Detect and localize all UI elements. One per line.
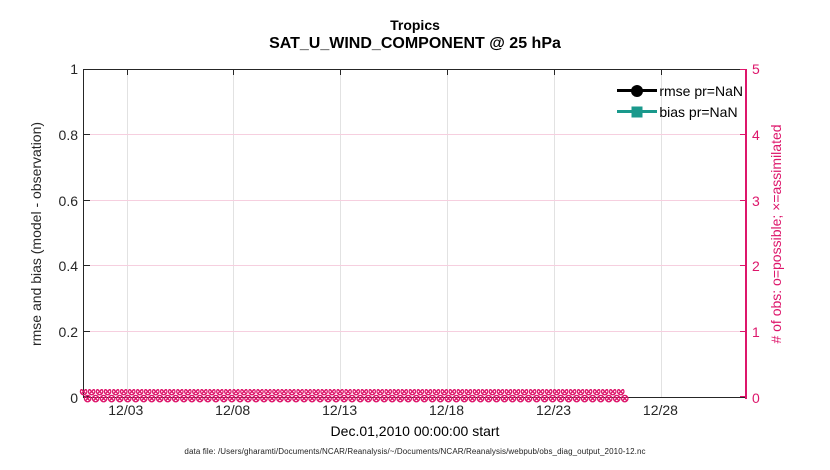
top-tick: [126, 70, 128, 75]
right-tick: [740, 396, 746, 397]
y-left-tick-label: 0.6: [58, 192, 78, 209]
vertical-gridline: [660, 70, 662, 397]
legend: rmse pr=NaN bias pr=NaN: [617, 80, 743, 122]
y-left-tick-label: 1: [70, 61, 78, 77]
vertical-gridline: [447, 70, 449, 397]
horizontal-gridline: [84, 199, 746, 201]
left-tick: [84, 265, 90, 267]
plot-area: ⊗⊗⊗⊗⊗⊗⊗⊗⊗⊗⊗⊗⊗⊗⊗⊗⊗⊗⊗⊗⊗⊗⊗⊗⊗⊗⊗⊗⊗⊗⊗⊗⊗⊗⊗⊗⊗⊗⊗⊗…: [79, 69, 746, 404]
legend-entry: bias pr=NaN: [617, 101, 743, 122]
legend-line-sample: [617, 84, 658, 97]
left-tick: [84, 134, 90, 136]
top-tick: [553, 70, 555, 75]
y-left-tick-label: 0.4: [58, 258, 78, 275]
y-right-tick-label: 5: [752, 61, 760, 77]
right-tick: [740, 199, 746, 201]
y-right-tick-label: 3: [752, 192, 760, 209]
x-tick-label: 12/23: [535, 402, 572, 418]
horizontal-gridline: [84, 134, 746, 136]
y-right-tick-label: 4: [752, 126, 760, 143]
data-file-note: data file: /Users/gharamti/Documents/NCA…: [184, 447, 646, 456]
legend-line-sample: [617, 106, 658, 117]
top-tick: [340, 70, 342, 75]
obs-count-marker-band: ⊗⊗⊗⊗⊗⊗⊗⊗⊗⊗⊗⊗⊗⊗⊗⊗⊗⊗⊗⊗⊗⊗⊗⊗⊗⊗⊗⊗⊗⊗⊗⊗⊗⊗⊗⊗⊗⊗⊗⊗…: [79, 389, 753, 404]
top-tick: [233, 70, 235, 75]
x-tick-label: 12/08: [215, 402, 251, 418]
right-axis-title: # of obs: o=possible; ×=assimilated: [768, 123, 784, 344]
obs-marker-row: ⊗⊗⊗⊗⊗⊗⊗⊗⊗⊗⊗⊗⊗⊗⊗⊗⊗⊗⊗⊗⊗⊗⊗⊗⊗⊗⊗⊗⊗⊗⊗⊗⊗⊗⊗⊗⊗⊗⊗⊗…: [79, 389, 625, 398]
right-tick: [740, 134, 746, 136]
left-tick: [84, 69, 90, 70]
vertical-gridline: [553, 70, 555, 397]
right-tick: [740, 265, 746, 267]
legend-entry: rmse pr=NaN: [617, 80, 743, 101]
y-right-tick-label: 2: [752, 258, 760, 275]
obs-marker-row: ⊗⊗⊗⊗⊗⊗⊗⊗⊗⊗⊗⊗⊗⊗⊗⊗⊗⊗⊗⊗⊗⊗⊗⊗⊗⊗⊗⊗⊗⊗⊗⊗⊗⊗⊗⊗⊗⊗⊗⊗…: [83, 392, 629, 404]
x-tick-label: 12/28: [642, 402, 678, 418]
horizontal-gridline: [84, 265, 746, 267]
left-tick: [84, 396, 90, 397]
y-right-tick-label: 1: [752, 324, 760, 341]
x-axis-title: Dec.01,2010 00:00:00 start: [330, 423, 500, 439]
y-left-tick-label: 0.2: [58, 324, 78, 341]
right-axis-spine: [745, 69, 747, 399]
horizontal-gridline: [84, 330, 746, 332]
chart-subtitle: SAT_U_WIND_COMPONENT @ 25 hPa: [269, 35, 561, 52]
right-tick: [740, 69, 746, 70]
x-tick-label: 12/03: [108, 402, 144, 418]
left-tick: [84, 199, 90, 201]
left-axis-title: rmse and bias (model - observation): [28, 121, 44, 346]
x-tick-label: 12/13: [322, 402, 358, 418]
chart-title-block: Tropics SAT_U_WIND_COMPONENT @ 25 hPa: [0, 16, 830, 54]
y-left-tick-label: 0.8: [58, 126, 78, 143]
vertical-gridline: [233, 70, 235, 397]
top-tick: [447, 70, 449, 75]
chart-title: Tropics: [390, 17, 440, 33]
legend-label: rmse pr=NaN: [659, 82, 743, 99]
top-tick: [660, 70, 662, 75]
left-tick: [84, 330, 90, 332]
x-tick-label: 12/18: [429, 402, 465, 418]
vertical-gridline: [340, 70, 342, 397]
rmse-circle-marker-icon: [631, 84, 644, 97]
vertical-gridline: [126, 70, 128, 397]
y-left-tick-label: 0: [70, 390, 78, 406]
legend-label: bias pr=NaN: [659, 103, 738, 120]
bias-square-marker-icon: [631, 106, 643, 117]
y-right-tick-label: 0: [752, 390, 760, 406]
right-tick: [740, 330, 746, 332]
